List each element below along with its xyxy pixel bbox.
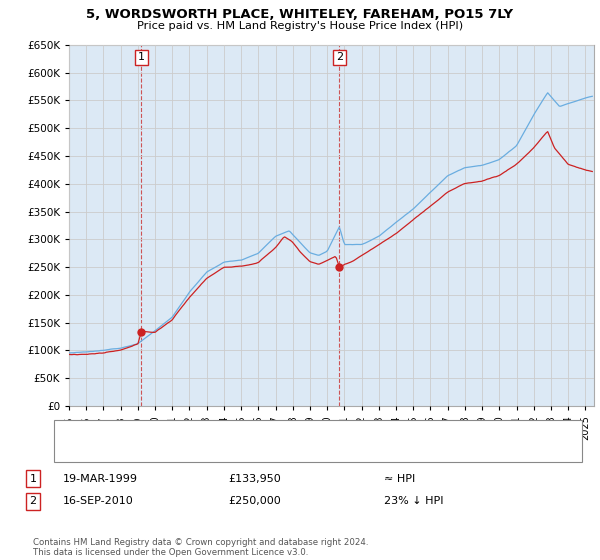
Text: 1: 1 [138,53,145,63]
Text: 23% ↓ HPI: 23% ↓ HPI [384,496,443,506]
Text: 2: 2 [336,53,343,63]
Text: ≈ HPI: ≈ HPI [384,474,415,484]
Text: 1: 1 [29,474,37,484]
Text: £133,950: £133,950 [228,474,281,484]
Text: 5, WORDSWORTH PLACE, WHITELEY, FAREHAM, PO15 7LY (detached house): 5, WORDSWORTH PLACE, WHITELEY, FAREHAM, … [105,426,499,436]
Text: Contains HM Land Registry data © Crown copyright and database right 2024.
This d: Contains HM Land Registry data © Crown c… [33,538,368,557]
Text: HPI: Average price, detached house, Fareham: HPI: Average price, detached house, Fare… [105,445,343,455]
Text: Price paid vs. HM Land Registry's House Price Index (HPI): Price paid vs. HM Land Registry's House … [137,21,463,31]
Text: £250,000: £250,000 [228,496,281,506]
Text: 5, WORDSWORTH PLACE, WHITELEY, FAREHAM, PO15 7LY: 5, WORDSWORTH PLACE, WHITELEY, FAREHAM, … [86,8,514,21]
Text: 19-MAR-1999: 19-MAR-1999 [63,474,138,484]
Text: 16-SEP-2010: 16-SEP-2010 [63,496,134,506]
Text: 2: 2 [29,496,37,506]
